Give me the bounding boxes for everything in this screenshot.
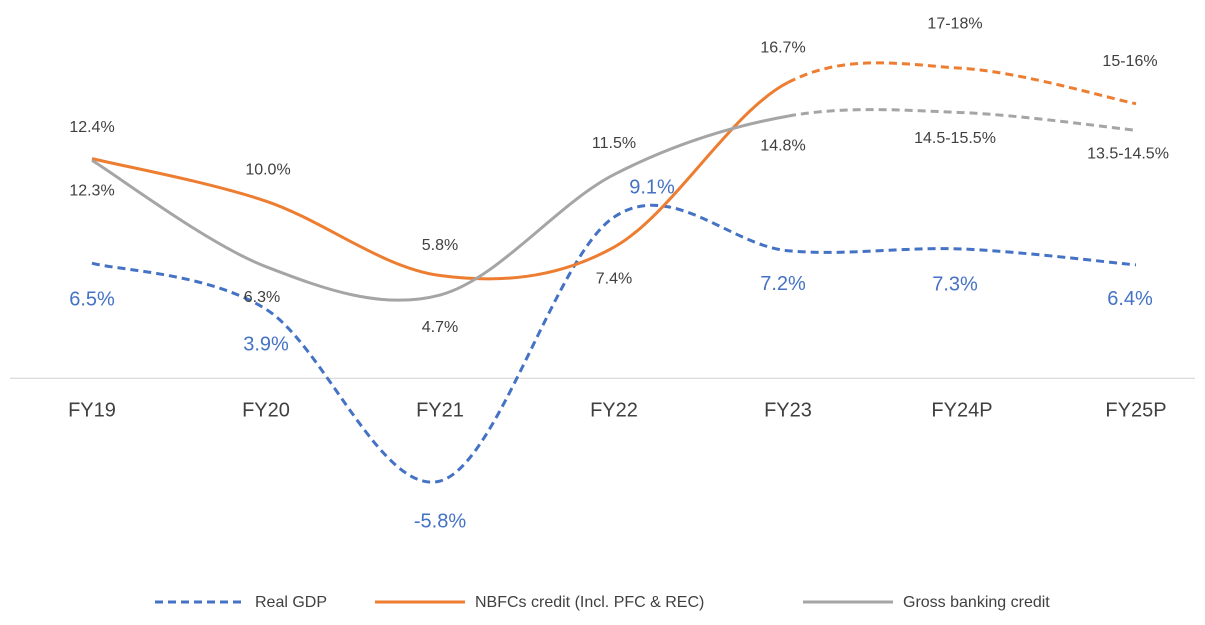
x-tick-label: FY23 <box>764 399 812 421</box>
data-label: 6.5% <box>69 288 115 310</box>
x-tick-label: FY24P <box>931 399 992 421</box>
x-tick-label: FY20 <box>242 399 290 421</box>
series-line <box>91 114 789 302</box>
series-line <box>91 203 1137 484</box>
data-label: 16.7% <box>760 40 805 57</box>
data-label: 14.5-15.5% <box>914 130 996 147</box>
data-label: 9.1% <box>629 176 675 198</box>
legend-label: Gross banking credit <box>903 594 1050 611</box>
x-tick-label: FY25P <box>1105 399 1166 421</box>
data-label: 7.4% <box>596 270 632 287</box>
legend-label: Real GDP <box>255 594 327 611</box>
x-tick-label: FY22 <box>590 399 638 421</box>
data-label: 12.4% <box>69 119 114 136</box>
data-label: 7.2% <box>760 273 806 295</box>
series-line <box>787 61 1137 106</box>
data-label: 10.0% <box>245 161 290 178</box>
legend-label: NBFCs credit (Incl. PFC & REC) <box>475 594 704 611</box>
data-label: 17-18% <box>927 16 982 33</box>
data-label: 11.5% <box>592 135 636 152</box>
series-line <box>787 108 1137 132</box>
data-label: 4.7% <box>422 319 458 336</box>
x-tick-label: FY21 <box>416 399 464 421</box>
data-label: 6.3% <box>244 289 280 306</box>
data-label: 13.5-14.5% <box>1087 146 1169 163</box>
data-label: 5.8% <box>422 237 458 254</box>
data-label: 6.4% <box>1107 288 1153 310</box>
series-line <box>91 81 789 281</box>
data-label: 7.3% <box>932 273 978 295</box>
x-tick-label: FY19 <box>68 399 116 421</box>
data-label: 14.8% <box>760 137 805 154</box>
data-label: 15-16% <box>1102 53 1157 70</box>
data-label: 12.3% <box>69 183 114 200</box>
data-label: -5.8% <box>414 510 466 532</box>
data-label: 3.9% <box>243 333 289 355</box>
